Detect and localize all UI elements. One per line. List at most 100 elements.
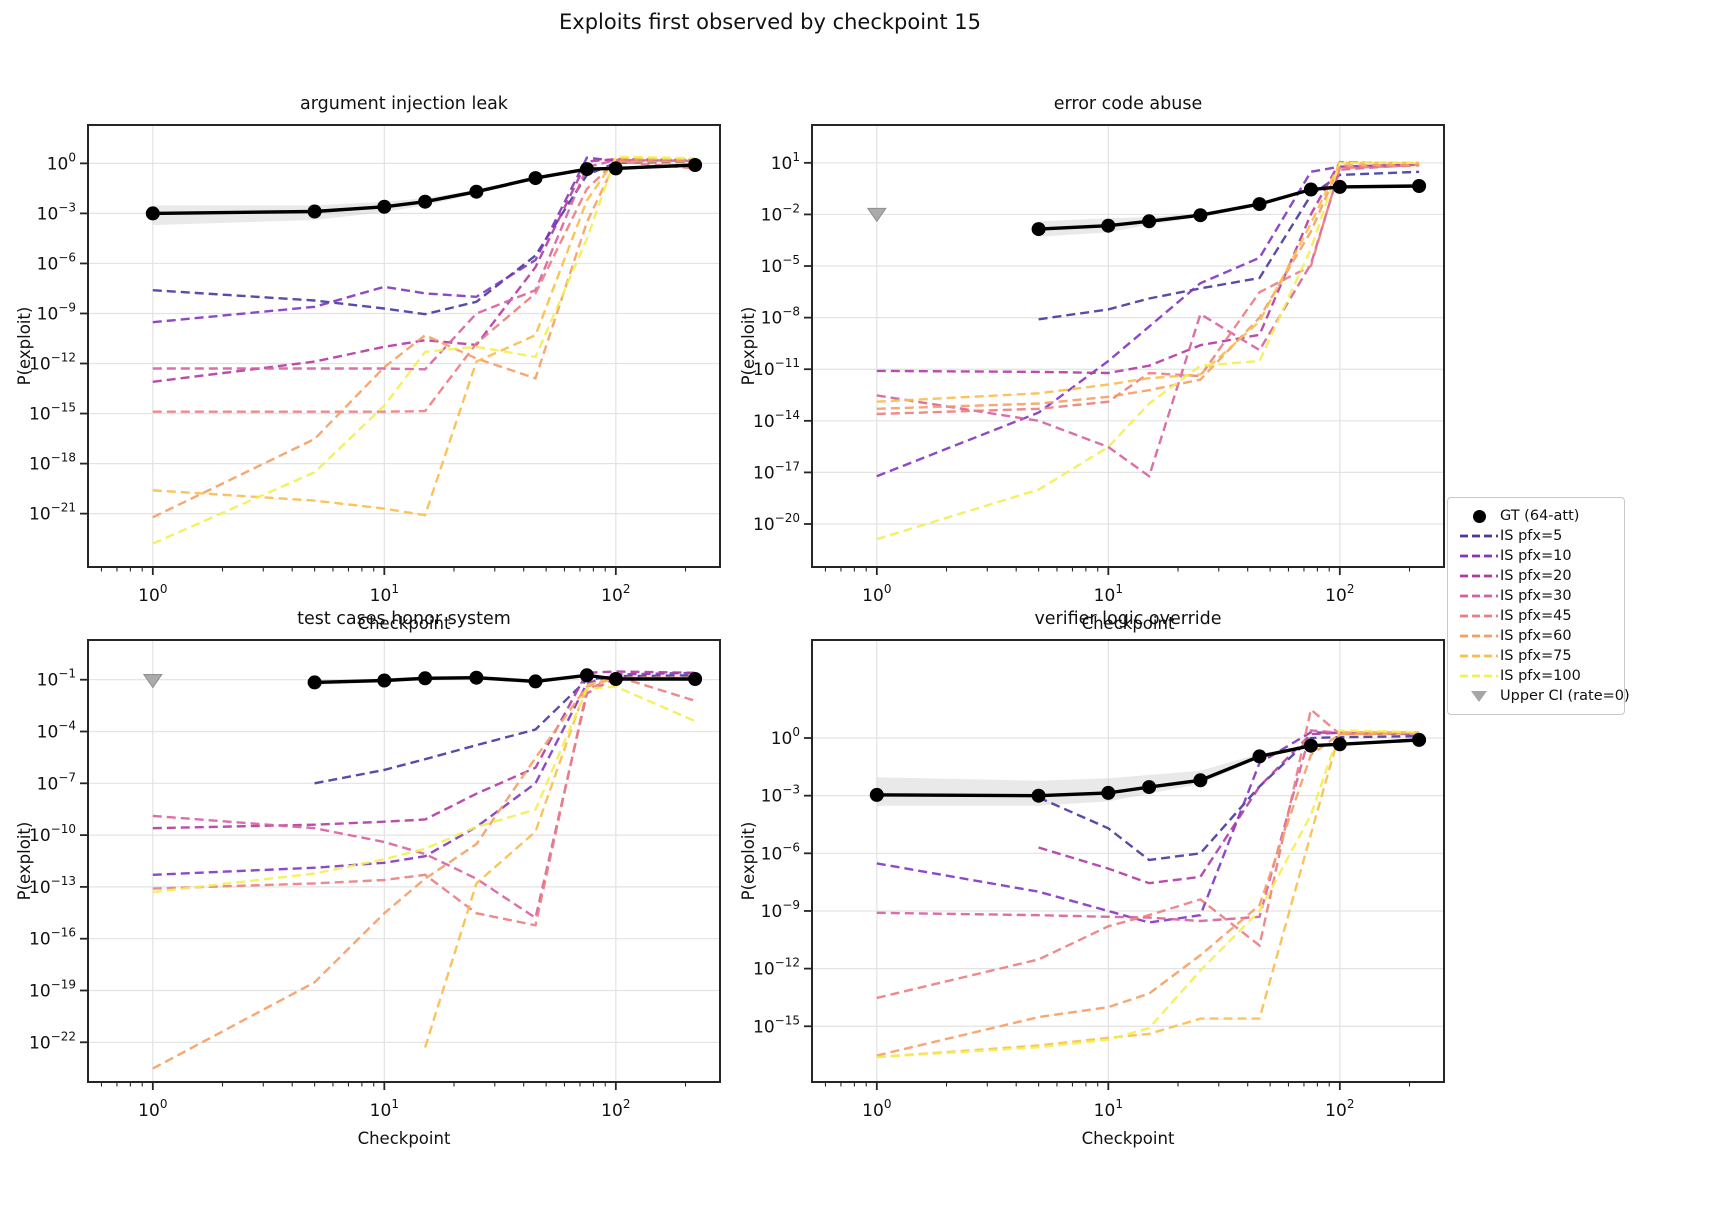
gt-marker <box>579 668 594 683</box>
gt-marker <box>1193 773 1208 788</box>
gt-marker <box>1412 179 1427 193</box>
gt-marker <box>1031 788 1046 803</box>
gt-marker <box>377 673 392 688</box>
x-tick-label: 100 <box>138 582 167 606</box>
y-tick-label: 10−11 <box>753 356 800 380</box>
y-tick-label: 10−4 <box>37 719 76 743</box>
y-tick-label: 10−3 <box>37 200 76 224</box>
y-tick-label: 100 <box>47 150 76 174</box>
axes-spines <box>87 639 721 1083</box>
y-tick-label: 10−7 <box>37 770 76 794</box>
x-tick-label: 102 <box>1325 582 1354 606</box>
legend-item-is-pfx-30: IS pfx=30 <box>1458 586 1614 606</box>
gt-marker <box>579 162 594 177</box>
dashed-line-icon <box>1458 590 1500 602</box>
upper-ci-triangle-icon <box>142 674 163 689</box>
subplot-argument-injection-leak: 100 101 102 100 10−3 10−6 10−9 10−12 10−15 10−18 1… <box>15 94 721 633</box>
x-tick-label: 101 <box>370 1097 399 1121</box>
y-tick-label: 10−9 <box>761 898 800 922</box>
dashed-line-icon <box>1460 654 1498 658</box>
series-is-pfx-75 <box>152 157 696 517</box>
subplot-error-code-abuse: 100 101 102 101 10−2 10−5 10−8 10−11 10−14 10−17 1… <box>739 94 1445 633</box>
x-axis-label: Checkpoint <box>1082 1129 1175 1148</box>
dashed-line-icon <box>1460 634 1498 638</box>
dashed-line-icon <box>1460 674 1498 678</box>
legend-item-is-pfx-20: IS pfx=20 <box>1458 566 1614 586</box>
x-tick-label: 101 <box>1094 1097 1123 1121</box>
gt-marker <box>608 672 623 686</box>
gt-marker <box>688 672 703 686</box>
series-is-pfx-60 <box>152 160 696 519</box>
legend-item-gt-64-att-: GT (64-att) <box>1458 506 1614 526</box>
dashed-line-icon <box>1458 670 1500 682</box>
series-is-pfx-20 <box>152 157 696 383</box>
x-tick-label: 102 <box>601 582 630 606</box>
y-axis-label: P(exploit) <box>739 822 758 901</box>
gt-marker <box>1142 214 1157 229</box>
y-tick-label: 10−15 <box>29 401 76 425</box>
y-tick-label: 10−15 <box>753 1013 800 1037</box>
gt-confidence-band <box>876 739 1420 806</box>
dashed-line-icon <box>1458 570 1500 582</box>
y-tick-label: 10−20 <box>753 511 800 535</box>
subplot-title: error code abuse <box>1054 94 1203 114</box>
series-is-pfx-75 <box>423 676 696 1048</box>
dashed-line-icon <box>1460 574 1498 578</box>
series-is-pfx-5 <box>1038 170 1420 321</box>
gt-marker <box>1332 179 1347 194</box>
y-tick-label: 10−13 <box>29 874 76 898</box>
series-is-pfx-5 <box>1038 734 1420 862</box>
y-tick-label: 10−8 <box>761 305 800 329</box>
series-is-pfx-45 <box>152 674 696 927</box>
x-tick-label: 102 <box>601 1097 630 1121</box>
y-tick-label: 10−5 <box>761 253 800 277</box>
subplot-title: verifier logic override <box>1034 609 1221 629</box>
legend-item-upper-ci-rate-0-: Upper CI (rate=0) <box>1458 686 1630 706</box>
x-axis-label: Checkpoint <box>358 614 451 633</box>
series-is-pfx-30 <box>876 729 1420 923</box>
y-axis-label: P(exploit) <box>739 307 758 386</box>
series-is-pfx-60 <box>152 676 696 1070</box>
gt-dot-icon <box>1458 509 1500 523</box>
figure-title: Exploits first observed by checkpoint 15 <box>559 10 981 34</box>
subplot-title: argument injection leak <box>300 94 509 114</box>
series-is-pfx-75 <box>876 731 1420 1059</box>
legend-item-label: IS pfx=5 <box>1500 528 1563 544</box>
series-is-pfx-10 <box>152 156 696 324</box>
axes-spines <box>811 639 1445 1083</box>
gt-marker <box>1101 218 1116 233</box>
y-tick-label: 10−6 <box>761 840 800 864</box>
y-tick-label: 10−12 <box>753 956 800 980</box>
x-tick-label: 101 <box>1094 582 1123 606</box>
x-tick-label: 101 <box>370 582 399 606</box>
series-is-pfx-10 <box>152 671 696 876</box>
gt-marker <box>307 204 322 219</box>
gt-marker <box>1412 732 1427 747</box>
y-tick-label: 10−17 <box>753 459 800 483</box>
legend-item-label: IS pfx=100 <box>1500 668 1581 684</box>
dashed-line-icon <box>1460 594 1498 598</box>
gt-marker <box>469 670 484 685</box>
gt-marker <box>1303 738 1318 753</box>
gt-marker <box>418 194 433 209</box>
dashed-line-icon <box>1460 534 1498 538</box>
gt-marker <box>528 674 543 689</box>
gt-confidence-band <box>152 164 696 226</box>
gt-marker <box>608 161 623 176</box>
gt-marker <box>145 206 160 221</box>
legend-item-is-pfx-60: IS pfx=60 <box>1458 626 1614 646</box>
y-tick-label: 10−1 <box>37 667 76 691</box>
y-tick-label: 10−14 <box>753 408 800 432</box>
series-is-pfx-5 <box>314 674 696 785</box>
gt-marker <box>528 171 543 186</box>
legend-item-label: GT (64-att) <box>1500 508 1580 524</box>
y-tick-label: 10−10 <box>29 822 76 846</box>
dashed-line-icon <box>1458 530 1500 542</box>
y-tick-label: 10−6 <box>37 250 76 274</box>
series-is-pfx-100 <box>152 685 696 894</box>
gt-marker <box>1332 737 1347 752</box>
y-tick-label: 10−12 <box>29 351 76 375</box>
series-is-pfx-45 <box>876 164 1420 416</box>
dashed-line-icon <box>1460 554 1498 558</box>
